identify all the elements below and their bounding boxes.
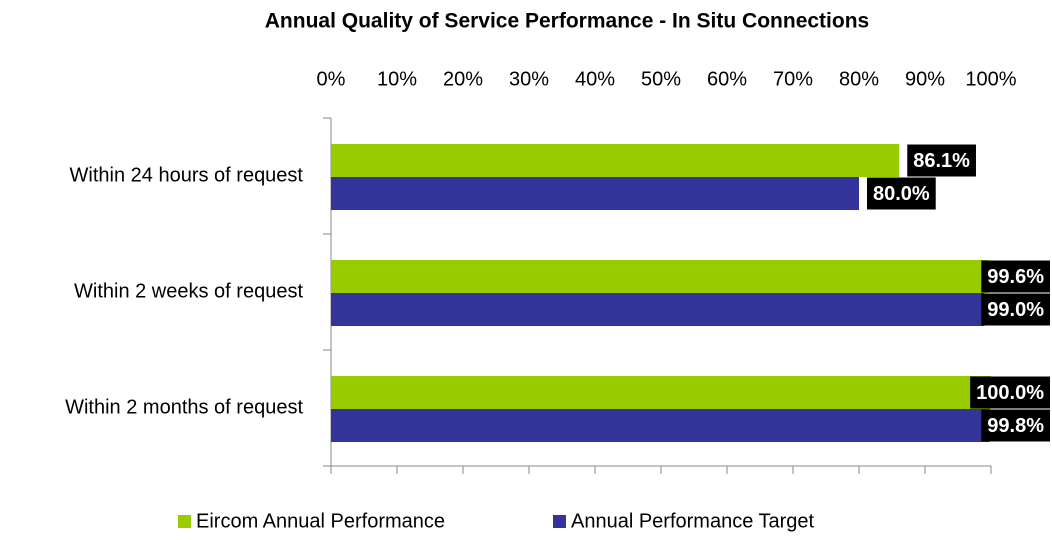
legend-swatch [178,515,191,528]
x-tick-label: 80% [839,68,879,90]
bar [331,293,985,326]
y-tick-label: Within 2 months of request [65,396,303,418]
y-tick-label: Within 2 weeks of request [74,280,303,302]
x-tick-label: 40% [575,68,615,90]
bar [331,144,900,177]
x-tick-label: 60% [707,68,747,90]
x-tick-label: 100% [965,68,1016,90]
legend-label: Annual Performance Target [571,510,815,532]
x-tick-label: 30% [509,68,549,90]
bar [331,260,989,293]
data-label-bg [867,177,936,210]
bar [331,376,991,409]
x-tick-label: 0% [317,68,346,90]
data-label: 99.6% [981,260,1050,293]
data-label-text: 99.0% [987,299,1044,321]
x-tick-label: 10% [377,68,417,90]
legend-label: Eircom Annual Performance [196,510,445,532]
data-label: 100.0% [970,376,1050,409]
data-label-bg [981,293,1050,326]
x-tick-label: 20% [443,68,483,90]
data-label-bg [907,144,976,177]
data-label-bg [981,409,1050,442]
data-label: 86.1% [907,144,976,177]
data-label: 80.0% [867,177,936,210]
data-label: 99.0% [981,293,1050,326]
y-tick-label: Within 24 hours of request [70,164,304,186]
data-label-text: 86.1% [913,150,970,172]
data-label-text: 100.0% [976,382,1044,404]
data-label-text: 99.8% [987,415,1044,437]
data-label-bg [970,376,1050,409]
data-label-text: 99.6% [987,266,1044,288]
bar [331,409,990,442]
x-tick-label: 70% [773,68,813,90]
bar [331,177,859,210]
legend-swatch [553,515,566,528]
data-label: 99.8% [981,409,1050,442]
data-label-bg [981,260,1050,293]
chart-title: Annual Quality of Service Performance - … [265,10,869,33]
x-tick-label: 50% [641,68,681,90]
data-label-text: 80.0% [873,183,930,205]
x-tick-label: 90% [905,68,945,90]
